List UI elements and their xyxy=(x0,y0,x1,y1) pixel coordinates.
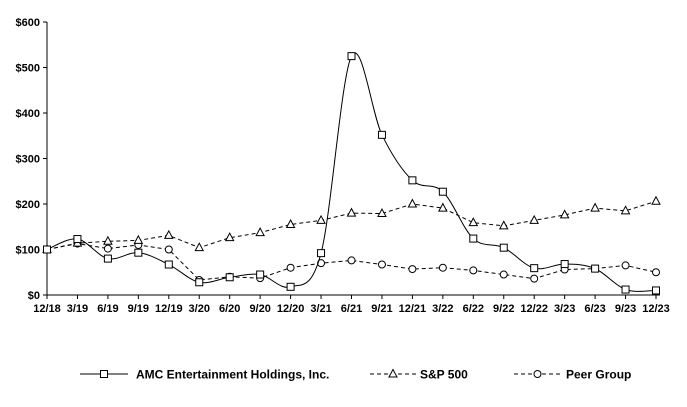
data-point xyxy=(377,207,387,218)
x-tick-label: 12/18 xyxy=(33,303,61,315)
data-point xyxy=(529,214,540,224)
data-point xyxy=(469,266,478,275)
x-tick-label: 9/19 xyxy=(128,303,149,315)
legend-item: S&P 500 xyxy=(370,368,468,382)
data-point xyxy=(255,227,265,237)
data-point xyxy=(73,235,82,244)
legend-label: Peer Group xyxy=(566,368,631,382)
x-tick-label: 9/21 xyxy=(371,303,392,315)
data-point xyxy=(408,265,417,274)
data-point xyxy=(377,130,386,139)
y-tick-label: $500 xyxy=(16,63,40,75)
data-point xyxy=(316,214,326,224)
data-point xyxy=(286,263,295,272)
data-point xyxy=(256,270,265,279)
data-point xyxy=(43,245,51,254)
legend-label: AMC Entertainment Holdings, Inc. xyxy=(136,368,329,382)
x-tick-label: 6/20 xyxy=(219,303,240,315)
series-layer xyxy=(42,52,661,295)
legend-item: Peer Group xyxy=(514,368,631,382)
data-point xyxy=(499,270,508,279)
data-point xyxy=(498,220,509,230)
data-point xyxy=(286,282,295,291)
data-point xyxy=(499,243,508,252)
legend-marker xyxy=(533,370,542,378)
x-tick-label: 3/20 xyxy=(189,303,210,315)
legend-marker xyxy=(100,370,108,378)
data-point xyxy=(103,244,112,253)
data-point xyxy=(285,218,296,228)
x-tick-label: 12/19 xyxy=(155,303,183,315)
x-tick-label: 3/21 xyxy=(310,303,331,315)
y-tick-label: $600 xyxy=(16,17,40,29)
y-axis-ticks: $0 $100 $200 $300 $400 $500 $600 xyxy=(16,17,47,302)
x-tick-label: 3/23 xyxy=(554,303,575,315)
data-point xyxy=(652,286,660,295)
data-point xyxy=(621,261,630,270)
data-point xyxy=(194,242,205,252)
data-point xyxy=(590,202,600,212)
data-point xyxy=(407,198,418,208)
data-point xyxy=(591,264,600,273)
data-point xyxy=(103,235,113,245)
data-point xyxy=(530,264,539,273)
legend-marker xyxy=(388,368,398,378)
x-tick-label: 12/22 xyxy=(520,303,548,315)
data-point xyxy=(317,249,326,258)
data-point xyxy=(560,260,569,269)
x-tick-label: 6/19 xyxy=(97,303,118,315)
data-point xyxy=(346,207,357,217)
data-point xyxy=(559,209,570,219)
series-line xyxy=(46,200,657,250)
data-point xyxy=(347,256,356,265)
data-point xyxy=(621,285,630,294)
data-point xyxy=(377,260,386,269)
y-tick-label: $100 xyxy=(16,245,40,257)
legend-item: AMC Entertainment Holdings, Inc. xyxy=(80,368,329,382)
data-point xyxy=(469,234,478,243)
y-tick-label: $400 xyxy=(16,108,40,120)
legend-label: S&P 500 xyxy=(420,368,468,382)
data-point xyxy=(651,195,661,205)
data-point xyxy=(530,274,539,283)
legend: AMC Entertainment Holdings, Inc. S&P 500 P… xyxy=(80,368,631,382)
data-point xyxy=(468,217,479,227)
data-point xyxy=(652,268,660,277)
data-point xyxy=(164,260,173,269)
x-tick-label: 9/23 xyxy=(615,303,636,315)
data-point xyxy=(133,234,144,244)
x-tick-label: 6/23 xyxy=(584,303,605,315)
data-point xyxy=(164,245,173,254)
data-point xyxy=(408,176,417,185)
data-point xyxy=(103,254,112,263)
data-point xyxy=(134,248,143,257)
data-point xyxy=(195,278,204,287)
x-axis-ticks: 12/18 3/19 6/19 9/19 12/19 3/20 6/20 9/20 12/20 3… xyxy=(33,295,670,315)
data-point xyxy=(620,205,631,215)
x-tick-label: 12/21 xyxy=(399,303,427,315)
data-point xyxy=(224,232,235,242)
x-tick-label: 12/20 xyxy=(277,303,305,315)
data-point xyxy=(225,273,234,282)
y-tick-label: $300 xyxy=(16,154,40,166)
x-tick-label: 9/20 xyxy=(249,303,270,315)
data-point xyxy=(163,229,174,239)
y-tick-label: $0 xyxy=(28,290,40,302)
data-point xyxy=(347,52,356,61)
x-tick-label: 12/23 xyxy=(642,303,670,315)
y-tick-label: $200 xyxy=(16,199,40,211)
data-point xyxy=(438,187,447,196)
x-tick-label: 9/22 xyxy=(493,303,514,315)
x-tick-label: 3/22 xyxy=(432,303,453,315)
series-square xyxy=(43,52,660,295)
series-line xyxy=(46,243,657,281)
x-tick-label: 6/22 xyxy=(463,303,484,315)
data-point xyxy=(438,202,448,212)
x-tick-label: 3/19 xyxy=(67,303,88,315)
x-tick-label: 6/21 xyxy=(341,303,362,315)
data-point xyxy=(438,263,447,272)
